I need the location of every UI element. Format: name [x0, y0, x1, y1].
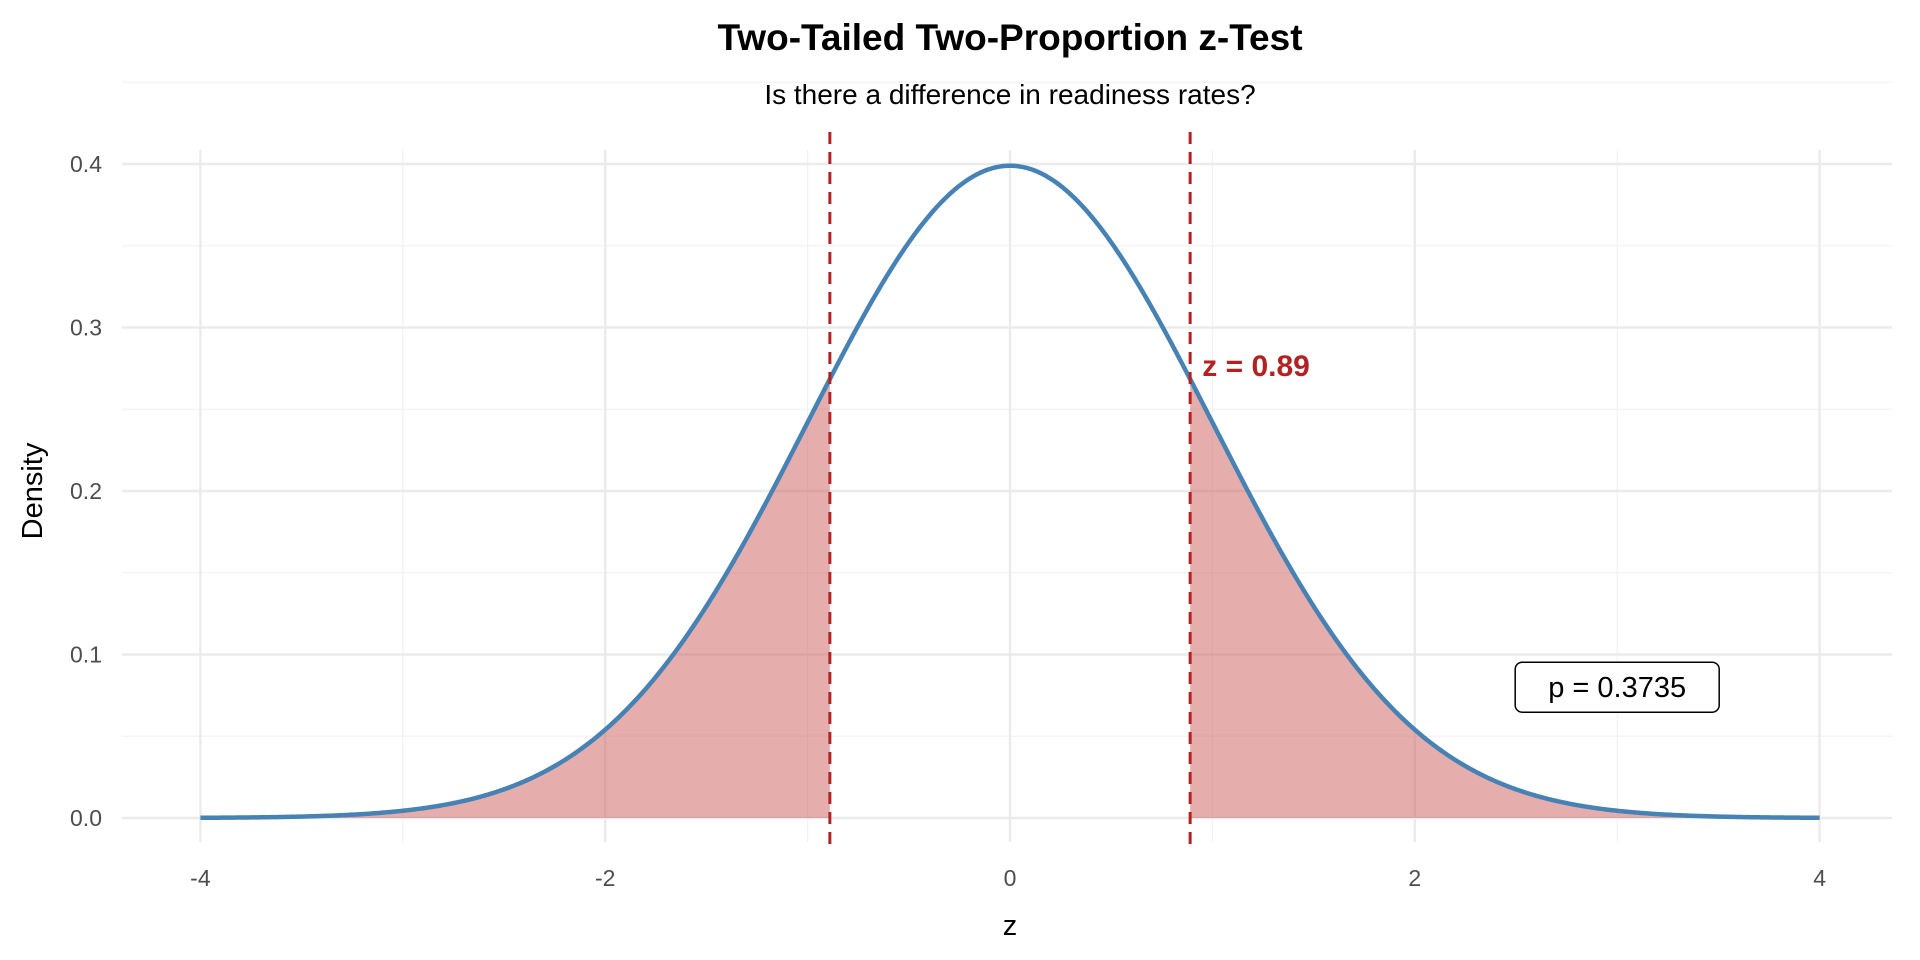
y-axis-label: Density [17, 442, 49, 539]
grid [122, 81, 1892, 842]
y-tick-label: 0.1 [70, 642, 102, 668]
p-value-box [1514, 661, 1720, 713]
y-tick-label: 0.2 [70, 478, 102, 504]
tick-labels: -4 -2 0 2 4 0.0 0.1 0.2 0.3 0.4 [70, 151, 1826, 891]
shaded-regions [200, 379, 1820, 818]
x-tick-label: 2 [1408, 865, 1421, 891]
x-tick-label: 4 [1813, 865, 1826, 891]
x-tick-label: -2 [595, 865, 615, 891]
shaded-tail-region [1190, 379, 1820, 818]
shaded-tail-region [200, 379, 830, 818]
x-axis-label: z [1003, 910, 1018, 942]
density-curve [200, 163, 1820, 821]
density-curve-group [200, 163, 1820, 821]
chart-subtitle: Is there a difference in readiness rates… [764, 79, 1255, 110]
x-tick-label: -4 [190, 865, 211, 891]
y-tick-label: 0.3 [70, 315, 102, 341]
y-tick-label: 0.0 [70, 805, 102, 831]
x-tick-label: 0 [1004, 865, 1017, 891]
z-statistic-label: z = 0.89 [1202, 350, 1310, 383]
chart-title: Two-Tailed Two-Proportion z-Test [717, 17, 1302, 58]
p-value-label: p = 0.3735 [1548, 672, 1686, 704]
y-tick-label: 0.4 [70, 151, 102, 177]
annotations: z = 0.89 p = 0.3735 [1202, 350, 1720, 713]
